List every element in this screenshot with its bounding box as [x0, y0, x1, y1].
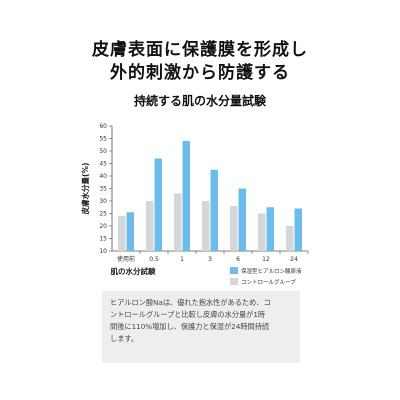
note-line-3: 間後に110%増加し、保護力と保湿が24時間持続 — [110, 322, 270, 331]
bar-control-3 — [202, 201, 210, 251]
bar-hyaluronic-3 — [210, 169, 218, 251]
bar-hyaluronic-0 — [126, 212, 134, 251]
y-tick-label: 45 — [99, 161, 107, 168]
y-tick-label: 40 — [99, 173, 107, 180]
note-line-4: します。 — [110, 334, 139, 343]
description-note: ヒアルロン酸Naは、優れた抱水性があるため、コ ントロールグループと比較し皮膚の… — [102, 291, 300, 363]
bar-control-1 — [146, 201, 154, 251]
y-tick-label: 30 — [99, 198, 107, 205]
bar-hyaluronic-6 — [294, 208, 302, 251]
x-tick-label: 使用前 — [117, 255, 135, 263]
y-axis-label: 皮膚水分量(%) — [80, 163, 90, 216]
legend-label-hyaluronic: 保湿型ヒアルロン酸原液 — [241, 267, 302, 275]
headline-line-2: 外的刺激から防護する — [110, 63, 290, 83]
y-tick-label: 25 — [99, 211, 107, 218]
bar-control-0 — [118, 216, 126, 251]
bar-control-6 — [286, 226, 294, 251]
legend-label-control: コントロールグループ — [241, 278, 296, 286]
y-tick-label: 35 — [99, 186, 107, 193]
legend-swatch-hyaluronic — [230, 267, 238, 274]
y-tick-label: 20 — [99, 223, 107, 230]
headline-line-1: 皮膚表面に保護膜を形成し — [92, 40, 308, 60]
x-axis-label: 肌の水分試験 — [110, 266, 156, 276]
y-tick-label: 55 — [99, 136, 107, 143]
x-tick-label: 1 — [180, 256, 184, 263]
x-tick-label: 3 — [208, 256, 212, 263]
chart-title: 持続する肌の水分量試験 — [133, 94, 266, 108]
bar-control-2 — [174, 193, 182, 251]
x-tick-label: 0.5 — [149, 256, 159, 263]
bar-hyaluronic-4 — [238, 188, 246, 251]
x-tick-label: 12 — [262, 256, 270, 263]
note-line-2: ントロールグループと比較し皮膚の水分量が1時 — [110, 310, 266, 319]
bar-hyaluronic-1 — [154, 158, 162, 251]
bar-control-5 — [258, 213, 266, 251]
y-tick-label: 15 — [99, 236, 107, 243]
y-tick-label: 60 — [99, 123, 107, 130]
y-tick-label: 50 — [99, 148, 107, 155]
bar-hyaluronic-5 — [266, 207, 274, 251]
x-tick-label: 24 — [290, 256, 298, 263]
note-line-1: ヒアルロン酸Naは、優れた抱水性があるため、コ — [110, 298, 271, 307]
bar-hyaluronic-2 — [182, 141, 190, 251]
legend-swatch-control — [230, 278, 238, 285]
bar-control-4 — [230, 206, 238, 251]
x-tick-label: 6 — [236, 256, 240, 263]
y-tick-label: 10 — [99, 248, 107, 255]
